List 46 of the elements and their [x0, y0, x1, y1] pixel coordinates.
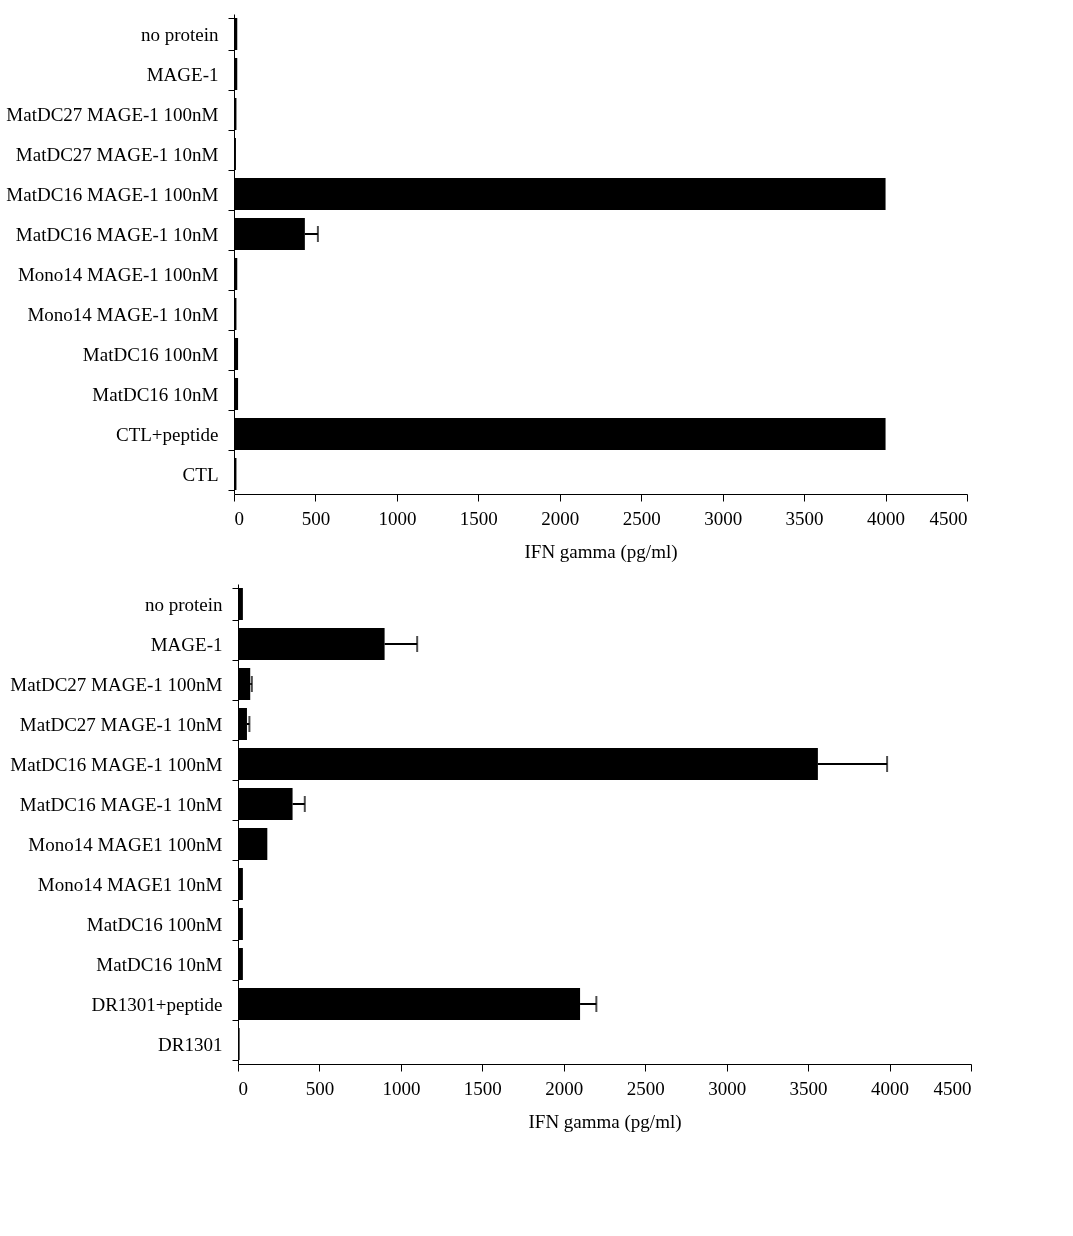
y-tick-label: Mono14 MAGE1 10nM	[37, 873, 223, 895]
x-tick-label: 4500	[933, 1077, 972, 1099]
y-tick-label: MatDC27 MAGE-1 100nM	[6, 103, 219, 125]
y-tick-label: no protein	[140, 23, 219, 45]
y-tick-label: MatDC16 MAGE-1 100nM	[10, 753, 223, 775]
x-tick-label: 2000	[541, 507, 580, 529]
x-tick-label: 500	[305, 1077, 335, 1099]
x-tick-label: 500	[301, 507, 331, 529]
x-tick-label: 4000	[871, 1077, 910, 1099]
y-tick-label: Mono14 MAGE-1 100nM	[17, 263, 219, 285]
x-tick-label: 3500	[785, 507, 824, 529]
y-tick-label: MatDC16 100nM	[86, 913, 223, 935]
x-tick-label: 1500	[463, 1077, 502, 1099]
x-axis-title: IFN gamma (pg/ml)	[528, 1110, 682, 1133]
y-tick-label: MatDC16 10nM	[96, 953, 223, 975]
x-tick-label: 2000	[545, 1077, 584, 1099]
y-tick-label: no protein	[144, 593, 223, 615]
y-tick-label: MAGE-1	[150, 633, 223, 655]
y-tick-label: MatDC27 MAGE-1 10nM	[19, 713, 223, 735]
y-tick-label: MatDC16 10nM	[92, 383, 219, 405]
x-tick-label: 2500	[622, 507, 661, 529]
y-tick-label: DR1301	[158, 1033, 223, 1055]
y-tick-label: MatDC16 100nM	[82, 343, 219, 365]
x-tick-label: 0	[238, 1077, 248, 1099]
y-tick-label: DR1301+peptide	[91, 993, 223, 1015]
x-tick-label: 4000	[867, 507, 906, 529]
x-tick-label: 1500	[459, 507, 498, 529]
y-tick-label: Mono14 MAGE1 100nM	[28, 833, 223, 855]
x-tick-label: 1000	[382, 1077, 421, 1099]
y-tick-label: MatDC27 MAGE-1 100nM	[10, 673, 223, 695]
x-tick-label: 3500	[789, 1077, 828, 1099]
y-tick-label: MatDC16 MAGE-1 100nM	[6, 183, 219, 205]
x-tick-label: 0	[234, 507, 244, 529]
y-tick-label: CTL+peptide	[115, 423, 219, 445]
y-tick-label: Mono14 MAGE-1 10nM	[27, 303, 219, 325]
x-tick-label: 3000	[704, 507, 743, 529]
y-tick-label: MatDC27 MAGE-1 10nM	[15, 143, 219, 165]
x-axis-title: IFN gamma (pg/ml)	[524, 540, 678, 563]
y-tick-label: MatDC16 MAGE-1 10nM	[15, 223, 219, 245]
x-tick-label: 3000	[708, 1077, 747, 1099]
y-tick-label: MAGE-1	[146, 63, 219, 85]
y-tick-label: CTL	[182, 463, 219, 485]
x-tick-label: 4500	[929, 507, 968, 529]
x-tick-label: 1000	[378, 507, 417, 529]
y-tick-label: MatDC16 MAGE-1 10nM	[19, 793, 223, 815]
x-tick-label: 2500	[626, 1077, 665, 1099]
